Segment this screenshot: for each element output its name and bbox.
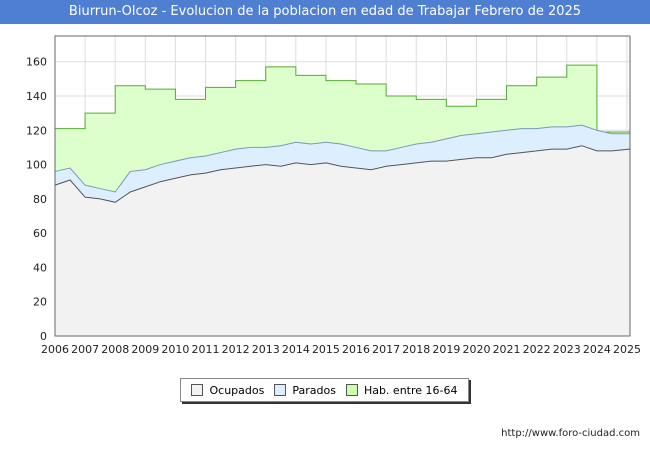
x-tick-label: 2007 [71, 343, 99, 356]
series-area-parados-line [54, 124, 630, 193]
legend-swatch-ocupados [191, 384, 204, 396]
y-tick-label: 80 [33, 193, 47, 206]
x-tick-label: 2011 [192, 343, 220, 356]
x-tick-label: 2017 [372, 343, 400, 356]
x-tick-label: 2010 [161, 343, 189, 356]
legend-item-hab: Hab. entre 16-64 [345, 383, 458, 397]
plot-border [54, 35, 631, 337]
x-tick-label: 2018 [402, 343, 430, 356]
x-tick-label: 2014 [282, 343, 310, 356]
x-tick-label: 2006 [41, 343, 69, 356]
legend-swatch-parados [274, 384, 287, 396]
x-tick-label: 2023 [553, 343, 581, 356]
x-tick-label: 2025 [613, 343, 641, 356]
legend-item-ocupados: Ocupados [191, 384, 264, 397]
x-tick-label: 2009 [131, 343, 159, 356]
x-tick-label: 2020 [462, 343, 490, 356]
y-tick-label: 100 [26, 159, 47, 172]
x-tick-label: 2008 [101, 343, 129, 356]
y-tick-label: 120 [26, 124, 47, 137]
series-area-ocupados-line [54, 145, 631, 203]
x-tick-label: 2013 [252, 343, 280, 356]
x-tick-label: 2016 [342, 343, 370, 356]
y-tick-label: 160 [26, 56, 47, 69]
legend-label-ocupados: Ocupados [209, 383, 265, 397]
y-tick-label: 0 [40, 330, 47, 343]
series-area-ocupados-fill [55, 145, 630, 336]
y-tick-label: 40 [33, 261, 47, 274]
legend-label-parados: Parados [292, 383, 336, 397]
y-tick-label: 140 [26, 90, 47, 103]
legend-label-hab: Hab. entre 16-64 [363, 383, 458, 397]
source-url[interactable]: http://www.foro-ciudad.com [501, 428, 640, 439]
x-tick-label: 2019 [432, 343, 460, 356]
y-tick-label: 20 [33, 296, 47, 309]
y-tick-label: 60 [33, 227, 47, 240]
x-tick-label: 2021 [493, 343, 521, 356]
x-tick-label: 2024 [583, 343, 611, 356]
chart-title: Biurrun-Olcoz - Evolucion de la poblacio… [0, 0, 650, 24]
chart-legend: Ocupados Parados Hab. entre 16-64 [180, 378, 469, 402]
legend-swatch-hab [345, 384, 358, 396]
x-tick-label: 2012 [222, 343, 250, 356]
legend-item-parados: Parados [274, 384, 336, 397]
x-tick-label: 2022 [523, 343, 551, 356]
x-tick-label: 2015 [312, 343, 340, 356]
